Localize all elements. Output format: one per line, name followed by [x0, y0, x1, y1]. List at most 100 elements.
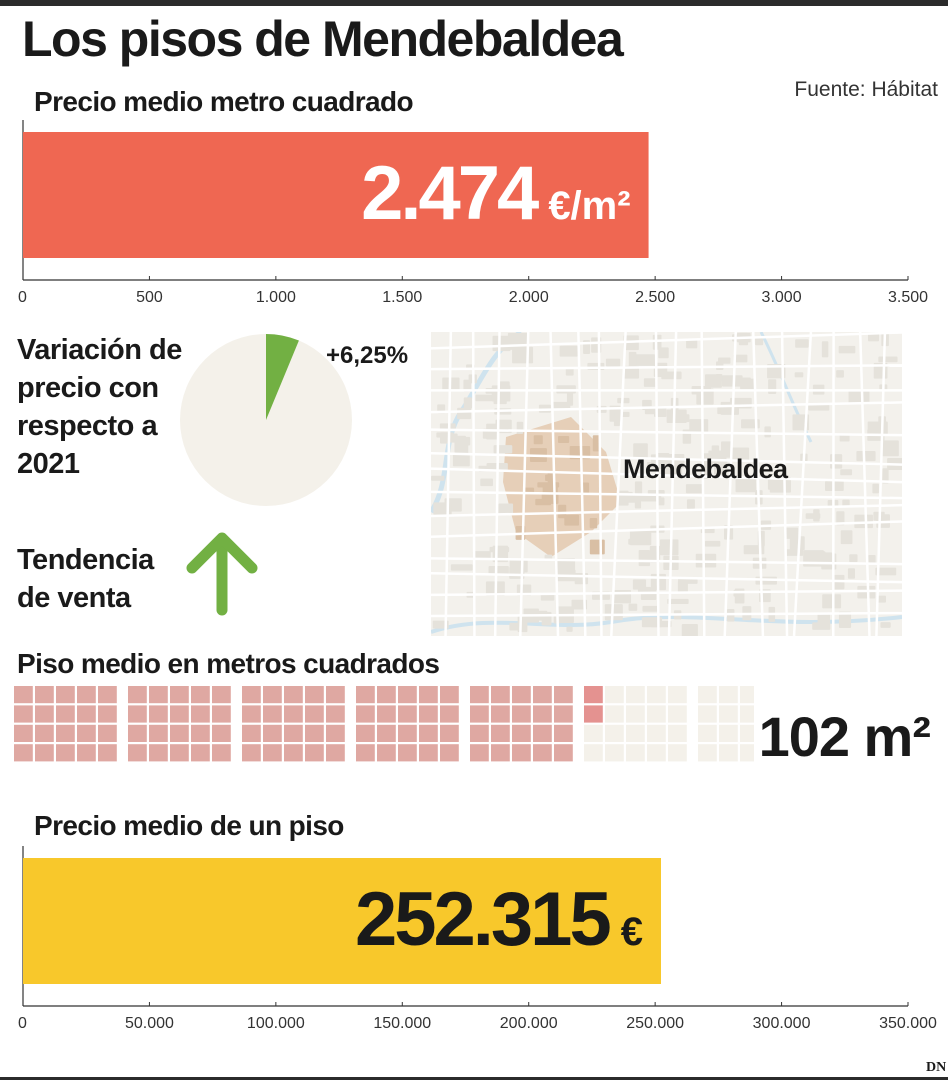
- map-streets: [431, 332, 902, 636]
- price-variation-pie: +6,25%: [180, 334, 408, 506]
- waffle-cell-filled: [242, 686, 261, 704]
- map-block: [840, 530, 853, 545]
- waffle-cell-filled: [491, 744, 510, 762]
- flat-price-title: Precio medio de un piso: [34, 810, 344, 841]
- map-street: [431, 401, 902, 414]
- waffle-cell-filled: [356, 724, 375, 742]
- waffle-cell-filled: [170, 705, 189, 723]
- map-street: [723, 332, 737, 636]
- waffle-cell-empty: [698, 686, 717, 704]
- top-rule: [0, 0, 948, 6]
- map-street: [431, 611, 902, 618]
- waffle-cell-filled: [56, 744, 75, 762]
- map-block: [638, 549, 651, 567]
- waffle-cell-filled: [305, 686, 324, 704]
- tick-label: 3.500: [888, 289, 928, 306]
- waffle-cell-empty: [740, 724, 754, 742]
- waffle-cell-filled: [263, 686, 282, 704]
- waffle-cell-empty: [719, 744, 738, 762]
- map-street: [431, 428, 902, 437]
- map-block: [696, 388, 714, 405]
- waffle-cell-filled: [440, 724, 459, 742]
- map-street: [493, 332, 501, 636]
- waffle-cell-filled: [398, 686, 417, 704]
- waffle-cell-filled: [98, 705, 117, 723]
- map-block: [650, 620, 672, 628]
- map-street: [875, 332, 887, 636]
- waffle-cell-filled: [512, 724, 531, 742]
- waffle-cell-filled: [35, 705, 54, 723]
- map-block: [880, 622, 891, 628]
- map-block: [581, 482, 590, 495]
- map-street: [577, 332, 587, 636]
- map-block: [789, 536, 800, 551]
- map-street: [654, 332, 660, 636]
- waffle-cell-filled: [440, 705, 459, 723]
- map-block: [628, 603, 638, 611]
- waffle-cell-empty: [626, 705, 645, 723]
- waffle-cell-filled: [170, 744, 189, 762]
- map-block: [847, 568, 855, 579]
- map-block: [840, 469, 853, 476]
- map-block: [633, 443, 648, 460]
- waffle-cell-filled: [512, 705, 531, 723]
- waffle-cell-filled: [77, 724, 96, 742]
- waffle-cell-filled: [212, 705, 231, 723]
- waffle-cell-filled: [56, 686, 75, 704]
- map-street: [431, 451, 902, 466]
- waffle-cell-filled: [263, 705, 282, 723]
- tick-label: 2.500: [635, 289, 675, 306]
- value-unit: €: [621, 910, 643, 954]
- waffle-cell-filled: [263, 744, 282, 762]
- waffle-cell-filled: [584, 705, 603, 723]
- waffle-cell-empty: [668, 724, 687, 742]
- waffle-cell-filled: [56, 705, 75, 723]
- waffle-cell-filled: [326, 724, 345, 742]
- map-block: [509, 559, 528, 573]
- map-block: [566, 392, 574, 406]
- map-block: [589, 517, 598, 529]
- map-street: [471, 332, 476, 636]
- waffle-cell-filled: [56, 724, 75, 742]
- waffle-cell-filled: [284, 705, 303, 723]
- waffle-cell-filled: [149, 686, 168, 704]
- map-block: [634, 481, 643, 497]
- map-block: [715, 374, 723, 382]
- tick-label: 50.000: [125, 1015, 174, 1032]
- waffle-cell-empty: [584, 744, 603, 762]
- map-block: [559, 345, 578, 357]
- waffle-cell-filled: [419, 744, 438, 762]
- waffle-cell-filled: [35, 744, 54, 762]
- map-block: [836, 511, 845, 526]
- map-block: [565, 368, 574, 376]
- waffle-cell-filled: [14, 705, 33, 723]
- map-street: [519, 332, 530, 636]
- map-block: [849, 554, 858, 563]
- price-per-m2-title: Precio medio metro cuadrado: [34, 86, 414, 117]
- waffle-cell-filled: [14, 744, 33, 762]
- value-number: 2.474: [361, 151, 539, 236]
- map-block: [480, 478, 493, 487]
- map-block: [666, 409, 687, 424]
- waffle-cell-filled: [284, 724, 303, 742]
- floor-area-waffle: [14, 686, 754, 762]
- waffle-cell-filled: [440, 744, 459, 762]
- map-label: Mendebaldea: [623, 454, 788, 484]
- map-block: [571, 599, 588, 610]
- pie-increase-slice: [266, 334, 299, 420]
- bottom-rule: [0, 1077, 948, 1080]
- map-block: [881, 440, 899, 457]
- waffle-cell-empty: [605, 705, 624, 723]
- map-block: [655, 452, 670, 470]
- waffle-cell-filled: [470, 724, 489, 742]
- map-block: [677, 580, 688, 593]
- map-block: [813, 509, 820, 522]
- tick-label: 300.000: [753, 1015, 811, 1032]
- page-title: Los pisos de Mendebaldea: [22, 11, 624, 67]
- map-block: [856, 451, 876, 462]
- waffle-cell-filled: [77, 705, 96, 723]
- waffle-cell-empty: [584, 724, 603, 742]
- map-block: [488, 565, 509, 575]
- waffle-cell-filled: [305, 724, 324, 742]
- waffle-cell-filled: [305, 705, 324, 723]
